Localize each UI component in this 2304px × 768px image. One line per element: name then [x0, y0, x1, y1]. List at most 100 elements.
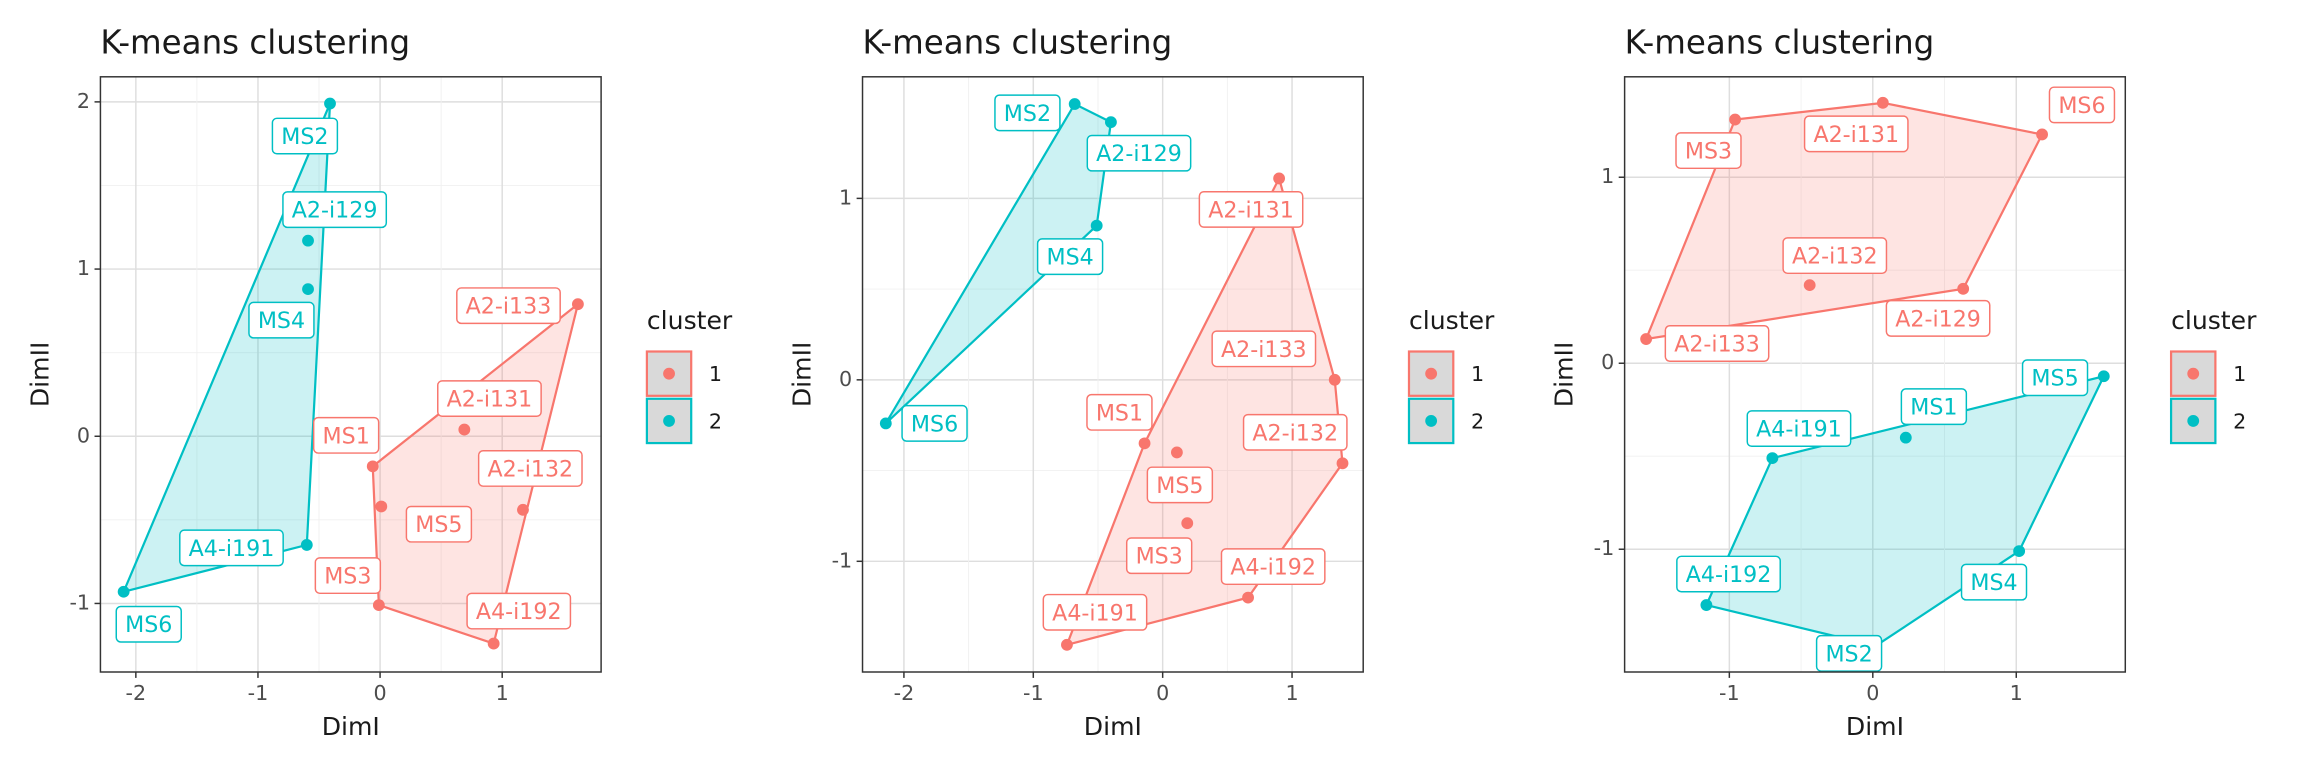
label-text: A4-i191 [1052, 600, 1138, 626]
y-tick-label: -1 [1594, 536, 1615, 560]
label-text: MS1 [1096, 400, 1143, 426]
label-text: A2-i132 [1252, 420, 1338, 446]
label-box [1036, 238, 1104, 276]
point [1899, 431, 1912, 444]
point-label: A2-i132 [1242, 413, 1348, 451]
chart-title: K-means clustering [100, 23, 410, 61]
label-text: MS6 [2058, 93, 2105, 119]
point-label: MS1 [1086, 393, 1153, 431]
y-tick-label: 0 [839, 367, 852, 391]
legend-title: cluster [1409, 306, 1495, 335]
label-box [466, 592, 572, 630]
point-label: A2-i129 [1885, 299, 1991, 337]
legend-title: cluster [647, 306, 733, 335]
plot-border [99, 76, 602, 673]
label-box [1746, 410, 1852, 448]
point [1170, 446, 1183, 459]
x-tick-label: 0 [1156, 681, 1169, 705]
label-box [1220, 548, 1326, 586]
legend-dot [663, 415, 675, 427]
label-box [1042, 593, 1148, 631]
legend-label: 1 [1471, 362, 1484, 386]
point-label: MS4 [1036, 238, 1104, 276]
point [1640, 333, 1653, 345]
point [879, 417, 892, 430]
point-label: A2-i133 [1211, 330, 1317, 368]
y-tick-label: 1 [1601, 164, 1614, 188]
label-text: MS5 [2031, 366, 2078, 392]
label-box [1198, 190, 1304, 228]
y-tick-label: 0 [77, 423, 90, 447]
x-axis-title: DimI [1846, 712, 1904, 741]
y-axis-title: DimII [787, 342, 816, 408]
point [517, 503, 529, 516]
label-text: A2-i133 [1674, 331, 1760, 357]
label-text: MS2 [281, 124, 328, 150]
label-text: MS3 [1136, 544, 1183, 570]
point [1700, 599, 1713, 611]
point [2097, 370, 2110, 383]
label-text: A4-i192 [476, 599, 562, 625]
point-label: A2-i133 [1664, 325, 1770, 362]
x-tick-label: 1 [496, 681, 509, 705]
label-box [1125, 537, 1193, 575]
x-tick-label: 1 [2010, 681, 2023, 705]
label-box [477, 450, 583, 487]
y-tick-label: -1 [832, 548, 853, 572]
point-label: A2-i131 [1198, 190, 1304, 228]
legend-dot [2187, 415, 2200, 427]
point-label: A2-i131 [437, 380, 542, 418]
label-text: MS3 [324, 564, 371, 590]
y-tick-label: -1 [69, 590, 90, 614]
point [1273, 172, 1286, 185]
label-box [1086, 393, 1153, 431]
label-box [1885, 299, 1991, 337]
label-box [2021, 359, 2089, 397]
label-box [312, 416, 380, 454]
label-box [248, 301, 315, 339]
x-tick-label: 1 [1285, 681, 1298, 705]
label-box [1815, 634, 1883, 672]
label-text: A4-i192 [1230, 555, 1316, 581]
point-label: MS5 [1146, 466, 1214, 504]
point-label: A2-i131 [1803, 115, 1909, 153]
point-label: MS4 [248, 301, 315, 339]
label-box [179, 529, 284, 567]
point [458, 423, 471, 436]
y-tick-label: 0 [1601, 350, 1614, 374]
legend-title: cluster [2171, 306, 2257, 335]
label-box [1960, 563, 2028, 601]
label-text: A2-i132 [488, 456, 574, 482]
point [1061, 638, 1073, 651]
label-text: A2-i129 [1895, 306, 1981, 332]
point-label: MS3 [1675, 132, 1742, 170]
chart-title: K-means clustering [863, 23, 1173, 61]
legend-label: 2 [2233, 409, 2246, 433]
y-tick-label: 1 [77, 256, 90, 280]
point [571, 298, 584, 311]
label-text: A4-i191 [189, 536, 275, 562]
point-label: A2-i129 [1086, 134, 1192, 172]
plot-border [1623, 76, 2127, 673]
label-box [115, 605, 182, 643]
label-text: A2-i133 [1221, 337, 1307, 363]
x-tick-label: -1 [1719, 681, 1740, 705]
label-box [994, 94, 1061, 132]
label-box [1803, 115, 1909, 153]
point [1090, 219, 1103, 232]
plot-border [861, 76, 1364, 673]
label-box [405, 505, 473, 543]
point [1766, 452, 1779, 465]
label-box [1675, 132, 1742, 170]
point-label: MS1 [1900, 388, 1968, 426]
point [375, 500, 388, 513]
legend-dot [663, 367, 675, 380]
label-box [1664, 325, 1770, 362]
legend-label: 2 [1471, 409, 1484, 433]
label-text: MS2 [1825, 641, 1872, 667]
label-text: A2-i129 [292, 198, 378, 224]
point [1068, 98, 1081, 110]
point-label: A2-i132 [477, 450, 583, 487]
legend-label: 1 [709, 362, 722, 386]
